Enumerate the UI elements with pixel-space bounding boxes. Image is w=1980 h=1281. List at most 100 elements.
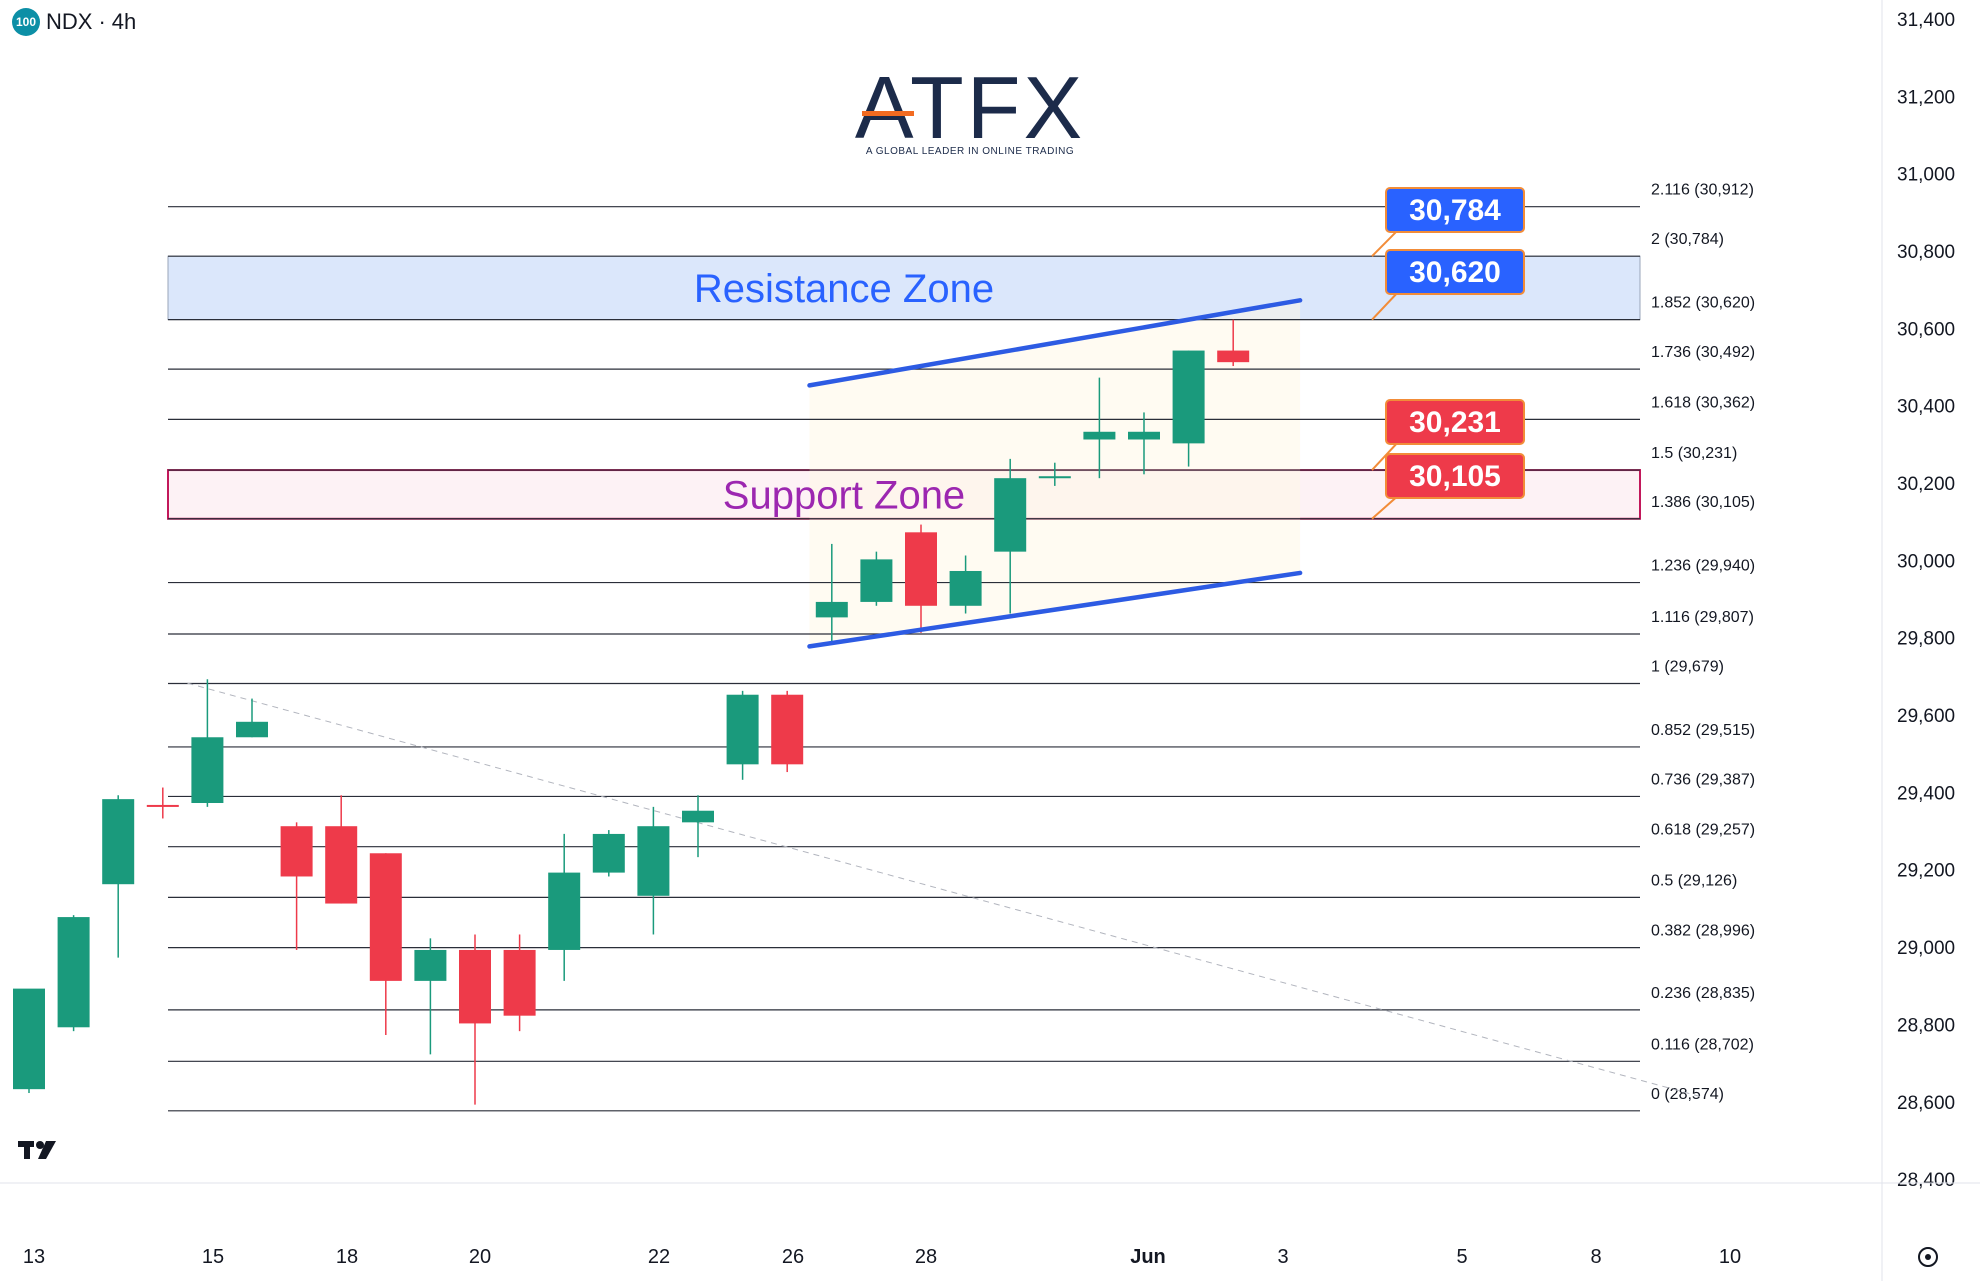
- candle[interactable]: [280, 822, 313, 950]
- fib-label-0.852: 0.852 (29,515): [1651, 722, 1755, 739]
- candle[interactable]: [236, 698, 268, 738]
- candle-body: [860, 559, 893, 602]
- price-tick-label: 29,600: [1897, 706, 1955, 727]
- candle-body: [102, 799, 135, 885]
- fib-label-1: 1 (29,679): [1651, 659, 1724, 676]
- price-callout[interactable]: 30,784: [1371, 187, 1525, 257]
- price-tick-label: 28,400: [1897, 1170, 1955, 1191]
- candle[interactable]: [592, 830, 625, 877]
- symbol-separator: ·: [98, 9, 106, 34]
- candle[interactable]: [102, 795, 135, 958]
- dashed-trendline[interactable]: [187, 682, 1702, 1098]
- price-callout[interactable]: 30,105: [1371, 453, 1525, 520]
- candle-body: [548, 872, 581, 950]
- callout-text: 30,231: [1409, 406, 1501, 439]
- candle[interactable]: [726, 690, 759, 780]
- candle[interactable]: [949, 555, 982, 614]
- candle[interactable]: [682, 795, 714, 858]
- price-callout[interactable]: 30,620: [1371, 249, 1525, 321]
- candle-body: [771, 694, 804, 765]
- chart-settings-icon[interactable]: [1918, 1247, 1938, 1267]
- channel-upper-line[interactable]: [807, 298, 1303, 388]
- candle-body: [905, 532, 937, 606]
- atfx-logo: ATFX A GLOBAL LEADER IN ONLINE TRADING: [855, 58, 1085, 157]
- fib-label-0: 0 (28,574): [1651, 1086, 1724, 1103]
- time-tick-label: 13: [23, 1246, 45, 1268]
- candle[interactable]: [905, 524, 937, 633]
- price-tick-label: 31,200: [1897, 87, 1955, 108]
- callout-box: [1385, 249, 1525, 295]
- channel-lower-line[interactable]: [807, 570, 1303, 649]
- candle[interactable]: [1217, 319, 1250, 367]
- time-tick-label: 22: [648, 1246, 670, 1268]
- candle-body: [994, 478, 1027, 552]
- candle[interactable]: [637, 806, 670, 935]
- candle[interactable]: [548, 833, 581, 981]
- candle-body: [503, 949, 536, 1016]
- price-tick-label: 31,000: [1897, 165, 1955, 186]
- candle-body: [1172, 350, 1205, 444]
- candle-body: [369, 853, 402, 981]
- candle-body: [280, 826, 313, 877]
- time-tick-label: 8: [1590, 1246, 1601, 1268]
- candle[interactable]: [771, 690, 804, 773]
- fib-label-2.116: 2.116 (30,912): [1651, 182, 1754, 199]
- callout-text: 30,105: [1409, 460, 1501, 493]
- logo-accent-bar: [862, 111, 914, 116]
- candle[interactable]: [459, 934, 491, 1105]
- time-tick-label: 26: [782, 1246, 804, 1268]
- symbol-header[interactable]: 100 NDX · 4h: [12, 8, 136, 36]
- candle-body: [414, 949, 447, 981]
- candle-body: [949, 570, 982, 606]
- candle[interactable]: [1083, 377, 1116, 479]
- candle[interactable]: [369, 853, 402, 1036]
- candle[interactable]: [1038, 462, 1071, 486]
- logo-text: ATFX: [855, 58, 1085, 157]
- price-callout[interactable]: 30,231: [1371, 399, 1525, 471]
- fib-label-0.382: 0.382 (28,996): [1651, 923, 1755, 940]
- callout-box: [1385, 453, 1525, 499]
- candle-body: [13, 988, 45, 1090]
- candle-body: [325, 826, 358, 904]
- fib-label-0.736: 0.736 (29,387): [1651, 771, 1755, 788]
- candle[interactable]: [414, 938, 447, 1055]
- candle[interactable]: [860, 551, 893, 606]
- candle-body: [592, 833, 625, 873]
- candle[interactable]: [503, 934, 536, 1032]
- resistance-zone-label: Resistance Zone: [694, 267, 994, 311]
- candle[interactable]: [325, 795, 358, 904]
- candle-body: [1128, 431, 1160, 440]
- fib-label-0.116: 0.116 (28,702): [1651, 1036, 1754, 1053]
- time-tick-label: 15: [202, 1246, 224, 1268]
- tradingview-logo-icon[interactable]: [18, 1141, 56, 1159]
- price-tick-label: 30,200: [1897, 474, 1955, 495]
- callout-text: 30,784: [1409, 194, 1501, 227]
- price-tick-label: 29,000: [1897, 938, 1955, 959]
- candle-body: [236, 721, 268, 738]
- fib-label-0.5: 0.5 (29,126): [1651, 872, 1737, 889]
- candle[interactable]: [57, 915, 90, 1032]
- fib-label-1.852: 1.852 (30,620): [1651, 295, 1755, 312]
- fib-label-1.618: 1.618 (30,362): [1651, 394, 1755, 411]
- fib-label-1.5: 1.5 (30,231): [1651, 445, 1737, 462]
- candle[interactable]: [815, 543, 848, 645]
- symbol-name: NDX: [46, 9, 93, 34]
- callout-text: 30,620: [1409, 256, 1501, 289]
- support-zone-label: Support Zone: [723, 473, 965, 517]
- candle[interactable]: [1172, 350, 1205, 467]
- price-tick-label: 29,200: [1897, 861, 1955, 882]
- time-tick-label: 28: [915, 1246, 937, 1268]
- candle[interactable]: [1128, 412, 1160, 475]
- candle-body: [637, 826, 670, 896]
- price-axis[interactable]: 31,400 31,200 31,000 30,800 30,600 30,400 30,2…: [1897, 10, 1955, 1191]
- candle[interactable]: [994, 458, 1027, 614]
- candle[interactable]: [191, 679, 224, 807]
- candle-body: [682, 810, 714, 823]
- candle[interactable]: [13, 988, 45, 1094]
- time-axis[interactable]: 13 15 18 20 22 26 28 Jun 3 5 8 10: [23, 1246, 1741, 1268]
- fib-label-1.736: 1.736 (30,492): [1651, 344, 1755, 361]
- symbol-interval: 4h: [111, 9, 137, 34]
- candle[interactable]: [146, 787, 179, 819]
